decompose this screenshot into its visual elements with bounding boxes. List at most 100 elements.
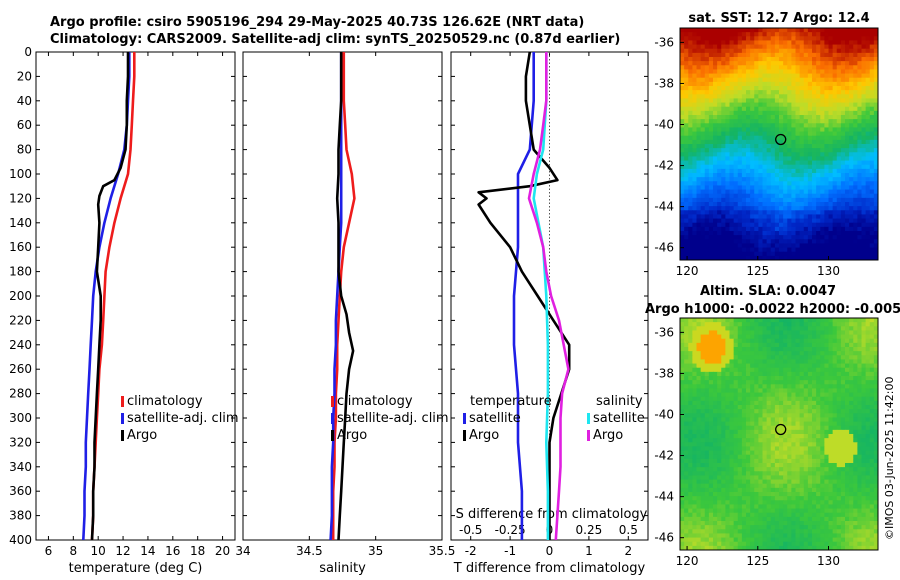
diff-legend-salinity-title: salinity bbox=[596, 394, 643, 409]
sal-legend-2-swatch bbox=[331, 430, 334, 441]
depth-tick-label: 60 bbox=[17, 118, 32, 132]
temp-legend-2-swatch bbox=[121, 430, 124, 441]
differences-series-group bbox=[477, 52, 571, 540]
temperature-xtick-label: 12 bbox=[115, 544, 130, 558]
differences-x2tick-label: -0.25 bbox=[495, 523, 526, 537]
salinity-xtick-label: 34 bbox=[235, 544, 250, 558]
sst_map-ytick-label: -38 bbox=[654, 76, 674, 90]
sst-map-title: sat. SST: 12.7 Argo: 12.4 bbox=[688, 11, 869, 26]
sst_map-xtick-label: 125 bbox=[746, 264, 769, 278]
depth-tick-label: 40 bbox=[17, 94, 32, 108]
sla_map-xtick-label: 120 bbox=[676, 554, 699, 568]
salinity-xtick-label: 35 bbox=[368, 544, 383, 558]
sst_map-xtick-label: 130 bbox=[817, 264, 840, 278]
differences-xlabel: T difference from climatology bbox=[453, 561, 646, 576]
differences-xtick-label: -1 bbox=[504, 544, 516, 558]
depth-tick-label: 0 bbox=[24, 45, 32, 59]
differences-xtick-label: 2 bbox=[624, 544, 632, 558]
sla_map-xtick-label: 130 bbox=[817, 554, 840, 568]
salinity-series-group bbox=[329, 52, 356, 540]
differences-xtick-label: 0 bbox=[546, 544, 554, 558]
differences-x2label: S difference from climatology bbox=[456, 507, 648, 522]
temp-legend-0-swatch bbox=[121, 396, 124, 407]
temperature-xtick-label: 10 bbox=[91, 544, 106, 558]
salinity-series-argo bbox=[335, 52, 355, 540]
sal-legend-0-swatch bbox=[331, 396, 334, 407]
depth-tick-label: 120 bbox=[9, 191, 32, 205]
temp-legend-1-label: satellite-adj. clim bbox=[127, 411, 239, 426]
title-line-1: Argo profile: csiro 5905196_294 29-May-2… bbox=[50, 15, 585, 30]
sla_map-ytick-label: -46 bbox=[654, 531, 674, 545]
sla-map-title: Altim. SLA: 0.0047 bbox=[700, 284, 836, 299]
diff-legend-temp-argo-swatch bbox=[463, 430, 466, 441]
sst_map-ytick-label: -42 bbox=[654, 159, 674, 173]
sal-legend-2-label: Argo bbox=[337, 428, 367, 443]
differences-series-salinity-argo bbox=[527, 52, 570, 540]
salinity-series-climatology bbox=[331, 52, 356, 540]
sla_map-xtick-label: 125 bbox=[746, 554, 769, 568]
diff-legend-sal-sat-swatch bbox=[587, 413, 590, 424]
sla_map-cells bbox=[680, 318, 879, 551]
depth-tick-label: 280 bbox=[9, 387, 32, 401]
depth-tick-label: 200 bbox=[9, 289, 32, 303]
sla-map-subtitle: Argo h1000: -0.0022 h2000: -0.005 bbox=[645, 302, 900, 317]
depth-tick-label: 20 bbox=[17, 69, 32, 83]
diff-legend-sal-argo-label: Argo bbox=[593, 428, 623, 443]
depth-tick-label: 380 bbox=[9, 509, 32, 523]
temp-legend-0-label: climatology bbox=[127, 394, 203, 409]
sst_map-ytick-label: -44 bbox=[654, 200, 674, 214]
temperature-xlabel: temperature (deg C) bbox=[69, 561, 203, 576]
temperature-xtick-label: 18 bbox=[190, 544, 205, 558]
depth-tick-label: 80 bbox=[17, 143, 32, 157]
sla_map-ytick-label: -42 bbox=[654, 449, 674, 463]
depth-tick-label: 340 bbox=[9, 460, 32, 474]
salinity-xtick-label: 34.5 bbox=[296, 544, 323, 558]
diff-legend-temp-sat-swatch bbox=[463, 413, 466, 424]
sst_map-cells bbox=[680, 28, 879, 261]
diff-legend-temp-sat-label: satellite bbox=[469, 411, 521, 426]
diff-legend-temperature-title: temperature bbox=[470, 394, 552, 409]
differences-xtick-label: 1 bbox=[585, 544, 593, 558]
depth-tick-label: 400 bbox=[9, 533, 32, 547]
temp-legend-2-label: Argo bbox=[127, 428, 157, 443]
depth-tick-label: 300 bbox=[9, 411, 32, 425]
sst_map-ytick-label: -36 bbox=[654, 35, 674, 49]
temp-legend-1-swatch bbox=[121, 413, 124, 424]
diff-legend-sal-sat-label: satellite bbox=[593, 411, 645, 426]
differences-x2tick-label: -0.5 bbox=[459, 523, 482, 537]
sla_map-argo-marker bbox=[775, 423, 787, 436]
sla_map-ytick-label: -38 bbox=[654, 366, 674, 380]
temperature-xtick-label: 8 bbox=[69, 544, 77, 558]
sla_map-ytick-label: -40 bbox=[654, 407, 674, 421]
depth-tick-label: 160 bbox=[9, 240, 32, 254]
diff-legend-sal-argo-swatch bbox=[587, 430, 590, 441]
temperature-xtick-label: 20 bbox=[215, 544, 230, 558]
sst_map-ytick-label: -46 bbox=[654, 241, 674, 255]
sal-legend-1-swatch bbox=[331, 413, 334, 424]
sst_map-ytick-label: -40 bbox=[654, 117, 674, 131]
salinity-xtick-label: 35.5 bbox=[429, 544, 456, 558]
temperature-axes-frame bbox=[35, 51, 236, 541]
diff-legend-temp-argo-label: Argo bbox=[469, 428, 499, 443]
sst_map-frame bbox=[679, 27, 879, 261]
temperature-series-group bbox=[82, 52, 136, 540]
differences-series-temperature-satellite bbox=[512, 52, 536, 540]
differences-xtick-label: -2 bbox=[465, 544, 477, 558]
depth-tick-label: 100 bbox=[9, 167, 32, 181]
depth-tick-label: 240 bbox=[9, 338, 32, 352]
depth-tick-label: 260 bbox=[9, 362, 32, 376]
sal-legend-1-label: satellite-adj. clim bbox=[337, 411, 449, 426]
temperature-series-argo bbox=[90, 52, 130, 540]
temperature-xtick-label: 14 bbox=[140, 544, 155, 558]
title-line-2: Climatology: CARS2009. Satellite-adj cli… bbox=[50, 32, 621, 47]
sst_map-argo-marker bbox=[775, 133, 787, 146]
differences-x2tick-label: 0.5 bbox=[619, 523, 638, 537]
sla_map-ytick-label: -44 bbox=[654, 490, 674, 504]
sal-legend-0-label: climatology bbox=[337, 394, 413, 409]
differences-series-temperature-argo bbox=[477, 52, 571, 540]
salinity-series-satellite-adj-clim bbox=[329, 52, 343, 540]
sla_map-frame bbox=[679, 317, 879, 551]
sla_map-ytick-label: -36 bbox=[654, 325, 674, 339]
differences-series-salinity-satellite bbox=[532, 52, 550, 540]
